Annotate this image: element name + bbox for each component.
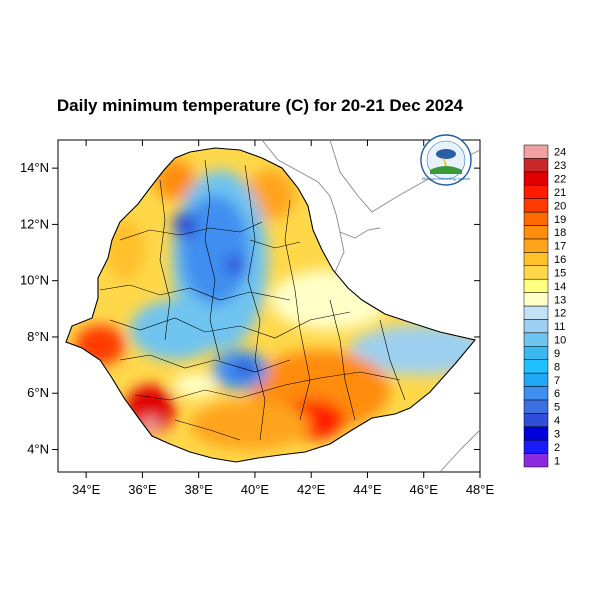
colorbar-label: 5 (554, 402, 560, 414)
colorbar-swatch (523, 453, 549, 468)
colorbar-swatch (523, 372, 549, 387)
emi-logo: Ethiopian Meteorology Institute (420, 134, 472, 186)
djibouti-border (339, 227, 381, 239)
y-tick-label: 12°N (20, 216, 49, 231)
colorbar-swatch (523, 198, 549, 213)
x-tick-label: 46°E (410, 482, 439, 497)
y-tick-label: 4°N (27, 441, 49, 456)
colorbar-label: 8 (554, 361, 560, 373)
cloud-icon (436, 149, 456, 159)
colorbar-swatch (523, 426, 549, 441)
colorbar-label: 1 (554, 455, 560, 467)
colorbar-swatch (523, 265, 549, 280)
colorbar-label: 3 (554, 428, 560, 440)
colorbar-label: 21 (554, 187, 566, 199)
colorbar-label: 24 (554, 147, 566, 159)
colorbar-label: 15 (554, 267, 566, 279)
colorbar-label: 23 (554, 160, 566, 172)
colorbar-swatch (523, 359, 549, 374)
colorbar-label: 2 (554, 442, 560, 454)
x-tick-label: 34°E (72, 482, 101, 497)
x-tick-label: 40°E (241, 482, 270, 497)
landscape-icon (430, 166, 462, 174)
colorbar-label: 11 (554, 321, 565, 333)
y-tick-label: 10°N (20, 273, 49, 288)
map-title: Daily minimum temperature (C) for 20-21 … (56, 96, 464, 115)
admin-boundaries (99, 159, 406, 441)
y-axis: 14°N 12°N 10°N 8°N 6°N 4°N (20, 160, 480, 456)
colorbar-label: 14 (554, 281, 566, 293)
colorbar-swatch (523, 292, 549, 307)
colorbar-swatch (523, 305, 549, 320)
colorbar-label: 10 (554, 335, 566, 347)
x-tick-label: 42°E (297, 482, 326, 497)
y-tick-label: 6°N (27, 385, 49, 400)
colorbar-label: 19 (554, 214, 566, 226)
colorbar-swatch (523, 211, 549, 226)
x-tick-label: 44°E (353, 482, 382, 497)
colorbar-label: 20 (554, 200, 566, 212)
colorbar-swatch (523, 252, 549, 266)
colorbar-swatch (523, 319, 549, 334)
colorbar-swatch (523, 346, 549, 360)
colorbar-swatch (523, 399, 549, 414)
colorbar-label: 18 (554, 227, 566, 239)
colorbar-swatch (523, 185, 549, 199)
colorbar-swatch (523, 144, 549, 159)
colorbar-swatch (523, 225, 549, 240)
colorbar-swatch (523, 238, 549, 253)
colorbar-label: 12 (554, 308, 566, 320)
colorbar-label: 13 (554, 294, 566, 306)
colorbar-label: 17 (554, 241, 566, 253)
colorbar-swatch (523, 332, 549, 347)
colorbar-label: 9 (554, 348, 560, 360)
colorbar-swatch (523, 439, 549, 454)
colorbar-swatch (523, 386, 549, 401)
logo-label: Ethiopian Meteorology Institute (422, 177, 470, 181)
colorbar-label: 7 (554, 375, 560, 387)
x-tick-label: 38°E (184, 482, 213, 497)
x-tick-label: 36°E (128, 482, 157, 497)
eritrea-border (261, 139, 345, 285)
colorbar-swatch (523, 158, 549, 173)
x-tick-label: 48°E (466, 482, 495, 497)
colorbar-label: 4 (554, 415, 560, 427)
colorbar-label: 16 (554, 254, 566, 266)
colorbar-swatch (523, 278, 549, 293)
somalia-coast (439, 429, 481, 473)
x-axis: 34°E 36°E 38°E 40°E 42°E 44°E 46°E 48°E (72, 140, 495, 497)
colorbar-swatch (523, 171, 549, 186)
colorbar-label: 6 (554, 388, 560, 400)
colorbar-label: 22 (554, 174, 566, 186)
y-tick-label: 14°N (20, 160, 49, 175)
y-tick-label: 8°N (27, 329, 49, 344)
colorbar-swatch (523, 413, 549, 428)
